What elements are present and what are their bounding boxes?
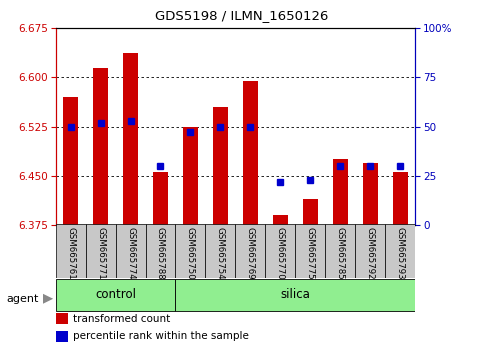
Bar	[56, 224, 85, 278]
Bar	[303, 199, 318, 225]
Bar	[236, 224, 266, 278]
Text: GSM665785: GSM665785	[336, 227, 345, 280]
Bar	[145, 224, 175, 278]
Text: agent: agent	[6, 294, 39, 304]
Polygon shape	[43, 293, 53, 304]
Bar	[393, 172, 408, 225]
Bar	[266, 224, 296, 278]
Bar	[63, 97, 78, 225]
Bar	[93, 68, 108, 225]
Bar	[175, 224, 205, 278]
Bar	[85, 224, 115, 278]
Text: GDS5198 / ILMN_1650126: GDS5198 / ILMN_1650126	[155, 9, 328, 22]
Text: silica: silica	[281, 288, 311, 301]
Bar	[123, 52, 138, 225]
Text: transformed count: transformed count	[73, 314, 170, 324]
Bar	[385, 224, 415, 278]
Text: percentile rank within the sample: percentile rank within the sample	[73, 331, 249, 341]
Bar	[243, 81, 258, 225]
Bar	[115, 224, 145, 278]
Bar	[333, 159, 348, 225]
Text: GSM665750: GSM665750	[186, 227, 195, 280]
Bar	[355, 224, 385, 278]
Bar	[273, 215, 288, 225]
Text: GSM665774: GSM665774	[126, 227, 135, 280]
Text: GSM665793: GSM665793	[396, 227, 405, 279]
Text: GSM665761: GSM665761	[66, 227, 75, 280]
Text: GSM665770: GSM665770	[276, 227, 285, 280]
Text: GSM665771: GSM665771	[96, 227, 105, 280]
Bar	[175, 279, 415, 312]
Bar	[153, 172, 168, 225]
Text: GSM665769: GSM665769	[246, 227, 255, 279]
Bar	[326, 224, 355, 278]
Text: GSM665792: GSM665792	[366, 227, 375, 279]
Bar	[56, 279, 175, 312]
Bar	[205, 224, 236, 278]
Bar	[296, 224, 326, 278]
Bar	[183, 126, 198, 225]
Bar	[213, 107, 228, 225]
Text: GSM665754: GSM665754	[216, 227, 225, 280]
Text: GSM665788: GSM665788	[156, 227, 165, 280]
Bar	[363, 162, 378, 225]
Text: control: control	[95, 288, 136, 301]
Text: GSM665775: GSM665775	[306, 227, 315, 280]
